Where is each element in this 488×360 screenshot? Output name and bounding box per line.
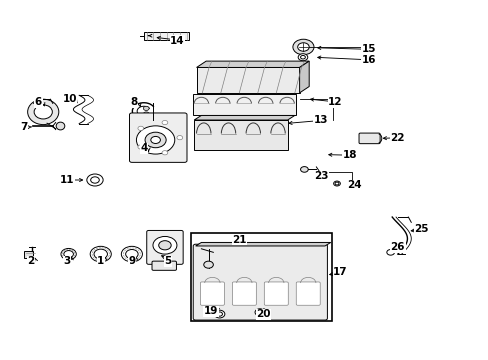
Circle shape xyxy=(145,132,166,148)
Text: 8: 8 xyxy=(130,98,138,107)
Circle shape xyxy=(386,249,394,255)
Circle shape xyxy=(255,309,264,316)
Text: 22: 22 xyxy=(390,133,404,143)
Circle shape xyxy=(162,150,167,155)
Polygon shape xyxy=(194,116,294,120)
Text: 25: 25 xyxy=(414,224,428,234)
Circle shape xyxy=(61,248,76,260)
Text: 7: 7 xyxy=(20,122,28,132)
Circle shape xyxy=(292,39,313,55)
Circle shape xyxy=(150,136,160,144)
FancyBboxPatch shape xyxy=(232,282,256,305)
FancyBboxPatch shape xyxy=(24,251,33,258)
Text: 5: 5 xyxy=(164,256,171,266)
Circle shape xyxy=(138,126,143,130)
Circle shape xyxy=(121,246,142,262)
Text: 15: 15 xyxy=(361,45,376,54)
Circle shape xyxy=(125,249,138,259)
FancyBboxPatch shape xyxy=(129,113,186,162)
Circle shape xyxy=(159,241,171,250)
Text: 23: 23 xyxy=(313,171,328,181)
FancyBboxPatch shape xyxy=(192,94,295,115)
Circle shape xyxy=(298,54,307,61)
FancyBboxPatch shape xyxy=(143,32,189,40)
Circle shape xyxy=(300,55,305,59)
Text: 1: 1 xyxy=(97,256,104,266)
Text: 21: 21 xyxy=(232,235,246,245)
Text: 18: 18 xyxy=(342,150,356,160)
Circle shape xyxy=(257,311,262,314)
Circle shape xyxy=(203,261,213,268)
Circle shape xyxy=(216,312,222,316)
Circle shape xyxy=(297,43,308,51)
Text: 20: 20 xyxy=(256,309,270,319)
Circle shape xyxy=(143,106,149,111)
Circle shape xyxy=(214,310,224,318)
Circle shape xyxy=(334,182,338,185)
Circle shape xyxy=(138,145,143,149)
Circle shape xyxy=(333,181,340,186)
Circle shape xyxy=(136,126,174,154)
Circle shape xyxy=(300,167,307,172)
Circle shape xyxy=(153,237,177,254)
Circle shape xyxy=(94,249,107,259)
Text: 19: 19 xyxy=(203,306,218,316)
Circle shape xyxy=(90,177,99,183)
FancyBboxPatch shape xyxy=(193,244,327,320)
Text: 16: 16 xyxy=(361,55,376,65)
FancyBboxPatch shape xyxy=(194,120,287,150)
Bar xyxy=(190,233,331,321)
Text: 2: 2 xyxy=(27,256,35,266)
Circle shape xyxy=(87,174,103,186)
Polygon shape xyxy=(195,242,330,246)
Ellipse shape xyxy=(28,99,59,125)
Text: 24: 24 xyxy=(346,180,361,190)
Ellipse shape xyxy=(56,122,65,130)
FancyBboxPatch shape xyxy=(296,282,320,305)
Circle shape xyxy=(90,246,111,262)
Text: 9: 9 xyxy=(128,256,135,266)
Text: 12: 12 xyxy=(327,98,342,107)
Circle shape xyxy=(162,121,167,125)
FancyBboxPatch shape xyxy=(264,282,288,305)
Ellipse shape xyxy=(34,105,52,119)
Polygon shape xyxy=(196,61,308,67)
Circle shape xyxy=(177,136,183,140)
Circle shape xyxy=(64,251,73,258)
FancyBboxPatch shape xyxy=(152,261,176,270)
Text: 26: 26 xyxy=(390,242,404,252)
Text: 17: 17 xyxy=(332,267,347,277)
Text: 14: 14 xyxy=(170,36,184,46)
Text: 11: 11 xyxy=(60,175,74,185)
Text: 3: 3 xyxy=(63,256,71,266)
Text: 6: 6 xyxy=(35,98,42,107)
Text: 10: 10 xyxy=(62,94,77,104)
FancyBboxPatch shape xyxy=(358,133,379,144)
Text: 13: 13 xyxy=(313,115,328,125)
Polygon shape xyxy=(299,61,308,93)
FancyBboxPatch shape xyxy=(146,230,183,264)
FancyBboxPatch shape xyxy=(196,67,299,93)
FancyBboxPatch shape xyxy=(200,282,224,305)
Circle shape xyxy=(143,112,149,116)
Text: 4: 4 xyxy=(140,143,147,153)
